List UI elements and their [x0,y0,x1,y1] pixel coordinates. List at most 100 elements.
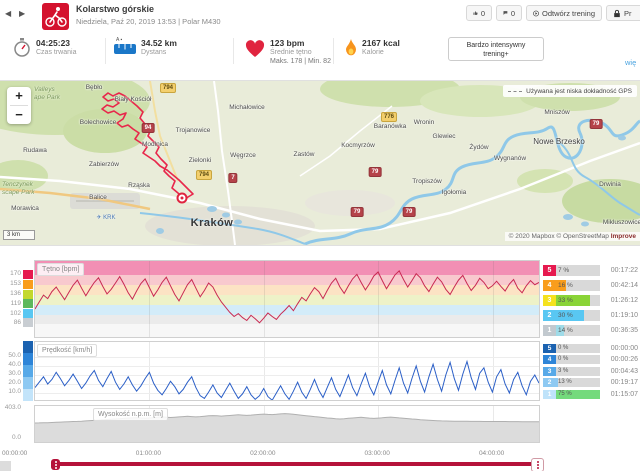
altitude-ytick-min: 0.0 [11,434,21,441]
zone-percent: 30 % [558,312,573,319]
zone-number-box: 1 [543,325,556,336]
training-benefit-card[interactable]: Bardzo intensywny trening+ [448,37,544,61]
improve-map-link[interactable]: Improve [610,233,636,240]
zone-percent: 75 % [558,390,572,397]
speed-gridline [35,384,539,385]
route-map[interactable]: Bębło Biały Kościół Michałowice Bolechowice… [0,80,640,246]
handle-grip-dot [536,461,539,463]
zone-time: 00:17:22 [610,267,638,274]
road-badge-79: 79 [402,207,416,217]
map-label-kocmyrzw: Kocmyrzów [341,142,375,149]
altitude-chart[interactable]: Wysokość n.p.m. [m] [34,405,540,443]
map-attribution: © 2020 Mapbox © OpenStreetMap Improve [504,232,640,241]
hr-ytick: 170 [10,270,21,278]
gps-route-track [101,92,194,201]
like-count: 0 [480,8,485,18]
speed-ytick: 50.0 [8,352,21,360]
next-session-arrow[interactable]: ▶ [19,9,26,18]
map-label-morawica: Morawica [11,205,39,212]
zone-percent: 0 % [558,356,569,363]
zone-number-box: 2 [543,310,556,321]
attribution-text: © 2020 Mapbox © OpenStreetMap [508,233,609,240]
speed-zone-axis-block [23,377,33,389]
dashed-line-icon [508,90,523,92]
duration-value: 04:25:23 [36,38,71,48]
divider [333,38,334,64]
zone-number-box: 3 [543,295,556,306]
like-button[interactable]: 0 [466,5,492,21]
zone-time: 01:15:07 [610,390,638,398]
altitude-chart-title: Wysokość n.p.m. [m] [93,408,168,421]
zone-bar-track [543,280,600,291]
scrubber-right-handle[interactable] [531,458,544,471]
timeline-scrubber-bar[interactable] [57,462,536,466]
zone-bar-track [543,366,600,376]
more-link[interactable]: wię [625,58,637,67]
map-label-rzska: Rząska [128,182,150,189]
gps-accuracy-text: Używana jest niska dokładność GPS [526,87,632,95]
map-zoom-in-button[interactable]: + [15,88,23,103]
hr-zone-band [35,295,539,305]
heart-icon [245,40,265,57]
hr-zone-band [35,304,539,315]
zone-number-box: 5 [543,265,556,276]
map-label-mniszw: Mniszów [544,109,570,116]
zone-time: 01:26:12 [610,297,638,304]
hr-ytick: 153 [10,280,21,288]
page-title: Kolarstwo górskie [76,4,155,14]
map-label-airport-krk: ✈ KRK [96,215,116,221]
zone-percent: 33 % [558,297,573,304]
zone-bar-fill [543,389,600,399]
time-axis-label: 04:00:00 [478,450,505,457]
duration-label: Czas trwania [36,49,77,56]
replay-training-button[interactable]: Odtwórz trening [526,5,602,21]
comment-bubble-icon [503,11,508,15]
distance-value: 34.52 km [141,38,177,48]
hour-gridline [492,342,494,400]
hour-gridline [263,261,265,337]
map-label-mikluszowice: Mikluszowice [602,219,640,226]
map-label-zastw: Zastów [293,151,315,158]
hour-gridline [378,342,380,400]
privacy-button[interactable]: Pr [606,5,640,21]
map-label-michaowice: Michałowice [229,104,265,111]
zone-time: 00:00:26 [610,356,638,364]
map-scale-bar: 3 km [3,230,35,240]
calories-value: 2167 kcal [362,38,400,48]
avg-hr-value: 123 bpm [270,38,305,48]
speed-ytick: 40.0 [8,361,21,369]
speed-line [35,359,539,400]
speed-gridline [35,366,539,368]
map-label-baranwka: Baranówka [373,123,407,130]
map-zoom-control: + − [7,87,31,124]
speed-zone-axis-block [23,389,33,401]
comment-button[interactable]: 0 [496,5,522,21]
zone-percent: 0 % [558,345,569,351]
mountain-biking-icon [42,3,69,30]
hr-zone-axis-square [23,309,33,319]
zone-time: 00:36:35 [610,327,638,334]
divider [233,38,234,64]
zone-percent: 13 % [558,379,572,386]
speed-chart[interactable]: Prędkość [km/h] [34,341,540,401]
handle-grip-dot [536,467,539,469]
stopwatch-icon [14,38,30,57]
time-axis-label: 03:00:00 [364,450,390,457]
scrubber-left-handle[interactable] [51,459,60,470]
speed-zone-axis-block [23,353,33,365]
map-zoom-out-button[interactable]: − [15,107,23,122]
map-label-wygnanw: Wygnanów [493,155,527,162]
speed-ytick: 10.0 [8,388,21,395]
ruler-units-marks: A ▪ [116,37,123,43]
distance-label: Dystans [141,49,167,56]
hr-zone-band [35,314,539,324]
prev-session-arrow[interactable]: ◀ [5,9,12,18]
map-label-tropiszw: Tropiszów [412,178,442,185]
road-badge-79: 79 [368,167,382,177]
speed-gridline [35,393,539,394]
zone-time: 00:04:43 [610,367,638,375]
heart-rate-chart[interactable]: Tętno [bpm] [34,260,540,338]
road-badge-794: 794 [159,83,177,93]
